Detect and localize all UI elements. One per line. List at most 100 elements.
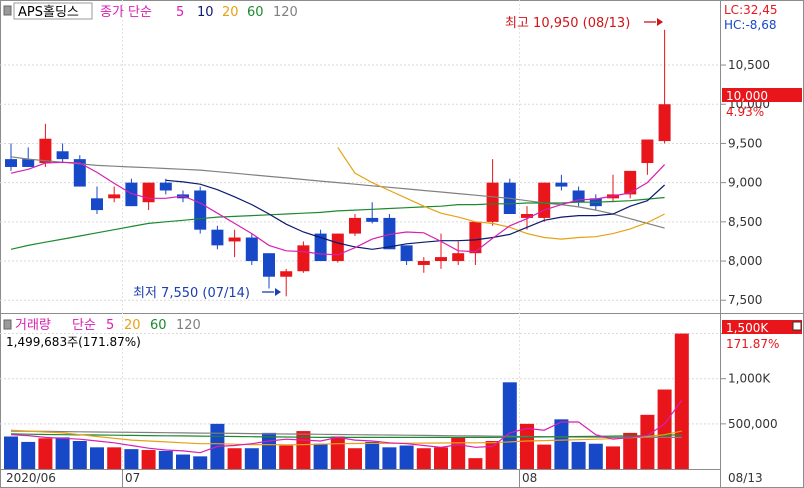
- vol-ma20-line: [10, 429, 682, 446]
- price-tick-label: 7,500: [728, 293, 762, 307]
- candle-body: [452, 253, 465, 262]
- volume-bar: [537, 444, 552, 469]
- stock-name-box[interactable]: [13, 2, 93, 20]
- high-arrow-head: [657, 18, 663, 26]
- volume-bar: [90, 447, 104, 469]
- candle-body: [469, 221, 482, 254]
- volume-bar: [451, 437, 466, 469]
- vol-ma60-legend: 60: [150, 318, 167, 333]
- volume-bar: [107, 447, 122, 469]
- volume-tick-label: 500,000: [728, 417, 778, 431]
- candle-body: [245, 237, 258, 262]
- candle-body: [125, 182, 138, 207]
- volume-badge-change: 171.87%: [726, 337, 779, 351]
- candle-body: [297, 245, 310, 272]
- volume-bar: [72, 441, 87, 469]
- low-annotation: 최저 7,550 (07/14): [133, 286, 250, 301]
- volume-bar: [124, 449, 139, 469]
- price-badge-value: 10,000: [726, 89, 768, 103]
- price-tick-label: 8,500: [728, 215, 762, 229]
- legend-toggle-icon[interactable]: [3, 5, 12, 16]
- candle-body: [56, 151, 69, 160]
- volume-bar: [348, 448, 362, 469]
- volume-bars: [4, 333, 689, 469]
- ma10-legend: 10: [197, 5, 214, 20]
- candle-body: [331, 233, 344, 262]
- ma120-line: [10, 156, 665, 229]
- candle-body: [263, 253, 275, 277]
- volume-bar: [502, 382, 517, 469]
- candle-body: [658, 104, 671, 142]
- price-legend-label: 종가 단순: [100, 5, 152, 20]
- volume-bar: [262, 432, 276, 469]
- volume-bar: [21, 441, 36, 469]
- candle-body: [22, 159, 35, 167]
- volume-bar: [382, 447, 397, 469]
- stock-name[interactable]: APS홀딩스: [18, 5, 79, 20]
- vol-ma120-legend: 120: [176, 318, 201, 333]
- volume-bar: [520, 423, 534, 469]
- volume-badge-value: 1,500K: [726, 321, 769, 335]
- vol-ma20-legend: 20: [124, 318, 141, 333]
- lc-value: LC:32,45: [724, 3, 777, 17]
- ma10-line: [165, 179, 666, 250]
- volume-bar: [657, 389, 672, 469]
- candle-body: [211, 229, 224, 246]
- candle-body: [435, 257, 447, 262]
- ma60-legend: 60: [247, 5, 264, 20]
- volume-bar: [158, 450, 173, 469]
- ma60-line: [10, 196, 665, 250]
- candle-body: [521, 214, 533, 218]
- volume-moving-averages: [10, 400, 683, 454]
- candle-body: [555, 182, 568, 187]
- volume-bar: [485, 441, 500, 469]
- volume-badge-close-icon[interactable]: [792, 321, 802, 331]
- price-moving-averages: [10, 147, 666, 256]
- ma20-legend: 20: [222, 5, 239, 20]
- candle-body: [400, 245, 413, 262]
- volume-bar: [588, 443, 603, 469]
- volume-bar: [193, 456, 208, 469]
- vol-ma60-line: [10, 433, 682, 438]
- candle-body: [5, 159, 17, 167]
- price-tick-label: 9,000: [728, 176, 762, 190]
- candle-body: [142, 182, 155, 203]
- candle-body: [641, 139, 654, 164]
- x-right-label: 08/13: [728, 471, 763, 485]
- volume-bar: [330, 436, 345, 469]
- volume-legend-label: 거래량: [15, 318, 51, 333]
- volume-bar: [313, 443, 328, 469]
- price-badge-change: 4.93%: [726, 105, 764, 119]
- candle-body: [624, 170, 637, 195]
- volume-bar: [4, 436, 18, 469]
- ma5-line: [10, 161, 666, 256]
- volume-legend-toggle-icon[interactable]: [3, 319, 12, 330]
- candle-body: [73, 159, 86, 187]
- price-tick-label: 10,500: [728, 58, 770, 72]
- candle-body: [349, 217, 361, 234]
- price-badge: [722, 88, 802, 102]
- low-arrow-head: [275, 288, 281, 296]
- candle-body: [39, 138, 52, 164]
- volume-bar: [55, 437, 70, 469]
- price-tick-label: 9,500: [728, 136, 762, 150]
- volume-bar: [416, 448, 431, 469]
- candle-body: [417, 261, 430, 265]
- vol-ma5-line: [10, 400, 683, 454]
- candle-body: [383, 217, 396, 250]
- volume-badge: [722, 320, 802, 334]
- volume-bar: [176, 454, 190, 469]
- volume-bar: [623, 432, 638, 469]
- candle-body: [572, 190, 585, 203]
- volume-bar: [279, 445, 294, 469]
- candle-body: [486, 182, 499, 222]
- x-label-august: 08: [522, 471, 537, 485]
- volume-bar: [227, 448, 242, 469]
- candle-body: [280, 271, 293, 277]
- volume-bar: [365, 441, 380, 469]
- candle-body: [366, 217, 379, 222]
- volume-bar: [571, 441, 586, 469]
- volume-bar: [399, 445, 414, 469]
- candle-body: [91, 198, 103, 211]
